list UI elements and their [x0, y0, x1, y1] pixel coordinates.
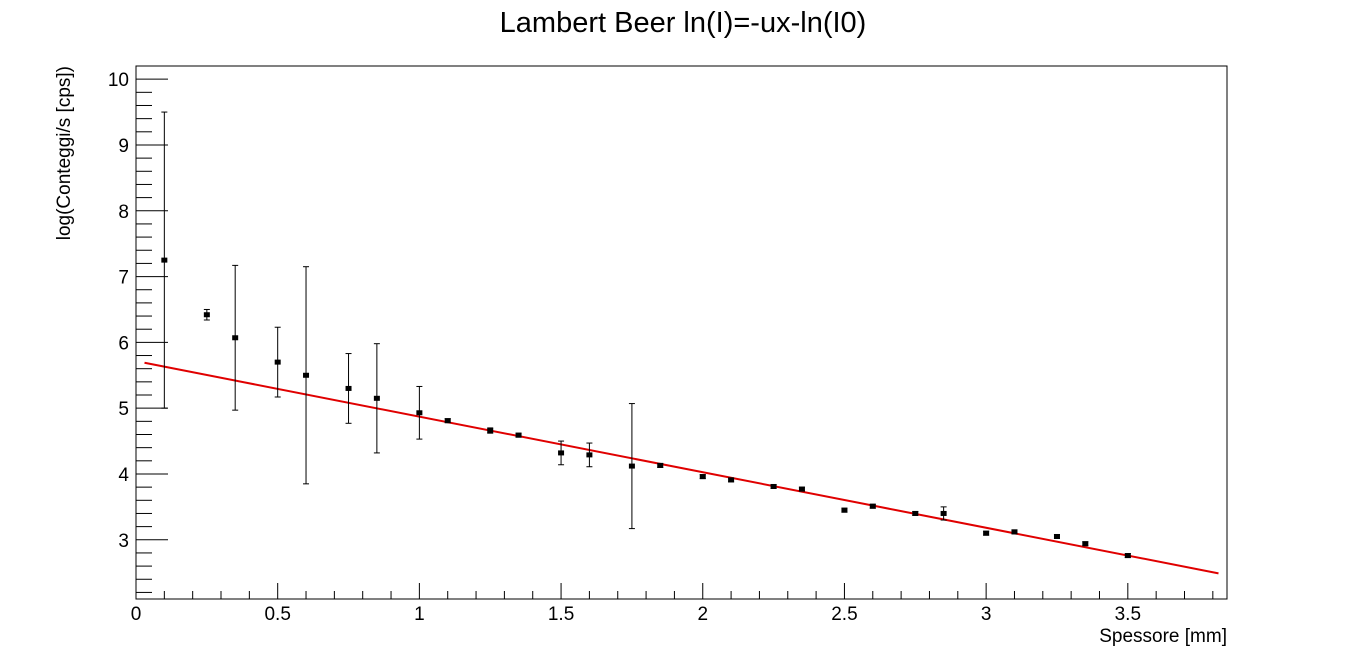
point-marker — [444, 418, 451, 424]
data-point — [1011, 529, 1018, 535]
x-tick-label: 2 — [697, 604, 708, 625]
data-point — [940, 506, 947, 521]
x-tick-label: 3.5 — [1115, 604, 1141, 625]
data-point — [487, 427, 494, 434]
data-point — [303, 266, 310, 485]
y-tick-label: 8 — [118, 202, 129, 223]
point-marker — [869, 503, 876, 509]
point-marker — [586, 452, 593, 458]
x-tick-label: 1.5 — [548, 604, 574, 625]
x-axis-label: Spessore [mm] — [1099, 626, 1227, 647]
x-tick-label: 3 — [981, 604, 992, 625]
x-tick-label: 0 — [131, 604, 142, 625]
point-marker — [912, 510, 919, 516]
point-marker — [1082, 541, 1089, 547]
data-point — [699, 474, 706, 480]
y-tick-label: 5 — [118, 399, 129, 420]
data-point — [515, 432, 522, 438]
point-marker — [161, 257, 168, 263]
x-tick-label: 0.5 — [264, 604, 290, 625]
y-tick-label: 3 — [118, 531, 129, 552]
data-point — [1124, 553, 1131, 559]
point-marker — [345, 385, 352, 391]
x-tick-label: 2.5 — [831, 604, 857, 625]
data-point — [274, 326, 281, 398]
data-point — [869, 503, 876, 509]
data-point — [345, 353, 352, 424]
point-marker — [416, 410, 423, 416]
point-marker — [274, 359, 281, 365]
point-marker — [373, 395, 380, 401]
point-marker — [940, 510, 947, 516]
data-point — [373, 343, 380, 454]
plot-frame — [135, 65, 1228, 600]
data-point — [841, 507, 848, 513]
data-point — [983, 530, 990, 536]
point-marker — [628, 463, 635, 469]
point-marker — [770, 483, 777, 489]
data-point — [1053, 533, 1060, 539]
data-point — [728, 477, 735, 483]
data-point — [798, 486, 805, 492]
point-marker — [657, 462, 664, 468]
points-layer — [161, 111, 1131, 559]
point-marker — [798, 486, 805, 492]
point-marker — [303, 372, 310, 378]
point-marker — [1124, 553, 1131, 559]
data-point — [657, 462, 664, 468]
chart-title: Lambert Beer ln(I)=-ux-ln(I0) — [500, 7, 867, 39]
y-tick-label: 6 — [118, 333, 129, 354]
data-point — [444, 418, 451, 424]
point-marker — [841, 507, 848, 513]
x-tick-label: 1 — [414, 604, 425, 625]
fit-line — [144, 361, 1219, 575]
data-point — [1082, 541, 1089, 547]
point-marker — [515, 432, 522, 438]
point-marker — [1053, 533, 1060, 539]
data-point — [161, 111, 168, 409]
point-marker — [487, 428, 494, 434]
point-marker — [1011, 529, 1018, 535]
data-point — [558, 440, 565, 466]
point-marker — [699, 474, 706, 480]
fit-layer — [144, 361, 1219, 575]
data-point — [416, 385, 423, 440]
point-marker — [558, 450, 565, 456]
data-point — [912, 510, 919, 516]
point-marker — [728, 477, 735, 483]
data-point — [586, 442, 593, 468]
x-axis: 0 0.5 1 1.5 2 2.5 3 3.5 — [131, 583, 1214, 625]
y-tick-label: 7 — [118, 268, 129, 289]
y-tick-label: 9 — [118, 136, 129, 157]
point-marker — [983, 530, 990, 536]
point-marker — [203, 312, 210, 318]
point-marker — [232, 335, 239, 341]
y-tick-label: 4 — [118, 465, 129, 486]
data-point — [203, 308, 210, 321]
y-axis: 3 4 5 6 7 8 9 10 — [108, 65, 168, 593]
data-point — [232, 264, 239, 411]
data-point — [628, 403, 635, 530]
y-tick-label: 10 — [108, 70, 129, 91]
data-point — [770, 483, 777, 489]
y-axis-label: log(Conteggi/s [cps]) — [54, 66, 75, 240]
